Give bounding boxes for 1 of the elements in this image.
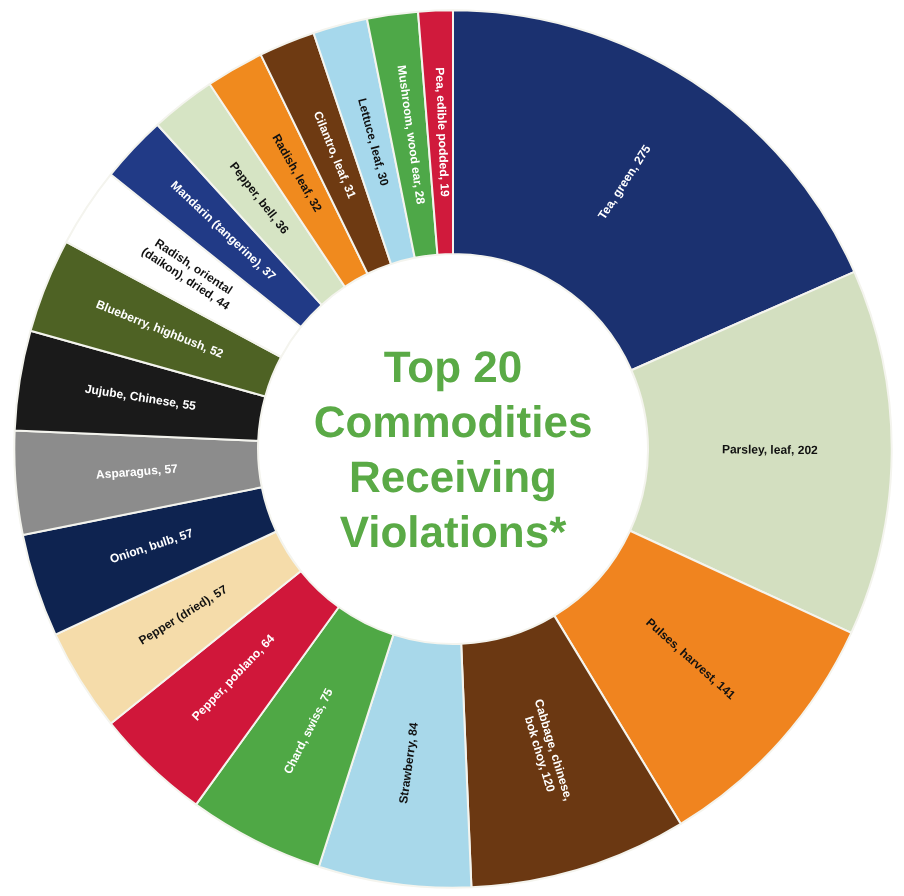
text: Top 20 Commodities Receiving Violations* [313,341,593,557]
